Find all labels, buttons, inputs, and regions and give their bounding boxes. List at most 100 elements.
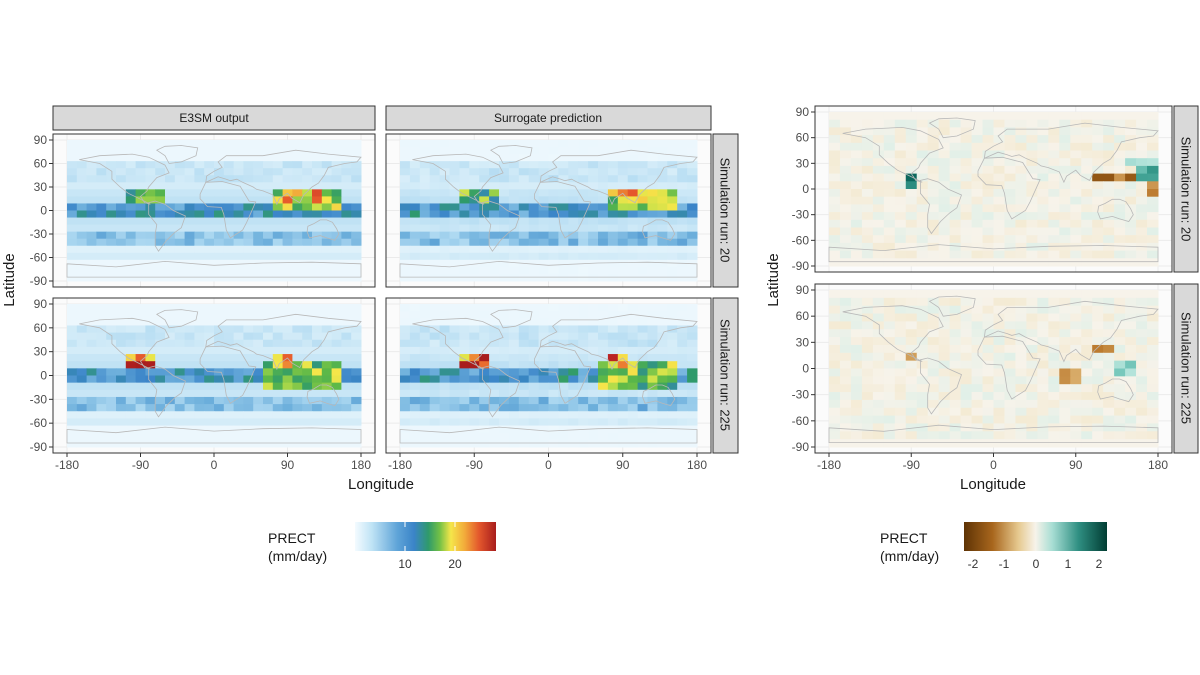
map-cell	[489, 404, 500, 412]
map-cell	[214, 273, 225, 282]
map-cell	[184, 361, 195, 369]
map-cell	[1092, 150, 1104, 159]
map-cell	[993, 384, 1005, 393]
map-cell	[263, 318, 274, 326]
map-cell	[607, 182, 619, 190]
map-cell	[135, 396, 146, 405]
map-cell	[617, 245, 629, 254]
map-cell	[960, 212, 973, 221]
map-cell	[548, 382, 559, 391]
map-cell	[86, 238, 97, 247]
map-cell	[155, 203, 166, 211]
map-cell	[184, 382, 195, 391]
map-cell	[272, 252, 284, 261]
map-cell	[489, 418, 500, 427]
map-cell	[449, 175, 460, 183]
map-cell	[96, 432, 107, 441]
map-cell	[331, 161, 342, 169]
map-cell	[1125, 227, 1137, 236]
map-cell	[400, 217, 411, 226]
map-cell	[204, 396, 215, 405]
map-cell	[617, 361, 629, 369]
map-cell	[302, 354, 313, 362]
map-cell	[233, 224, 244, 233]
map-cell	[400, 404, 411, 412]
map-cell	[449, 368, 460, 376]
map-cell	[204, 382, 215, 391]
map-cell	[165, 210, 176, 219]
map-cell	[469, 182, 480, 190]
map-cell	[588, 368, 599, 376]
map-cell	[905, 142, 918, 151]
map-cell	[214, 396, 225, 405]
map-cell	[667, 273, 678, 282]
map-cell	[850, 204, 863, 213]
map-cell	[321, 168, 333, 176]
map-cell	[508, 189, 520, 197]
map-cell	[214, 311, 225, 319]
map-cell	[528, 311, 540, 319]
map-cell	[489, 266, 500, 275]
map-cell	[67, 196, 78, 204]
map-cell	[282, 182, 293, 190]
map-cell	[419, 346, 431, 355]
map-cell	[302, 418, 313, 427]
map-cell	[1092, 127, 1104, 136]
map-cell	[598, 252, 609, 261]
map-cell	[667, 304, 678, 312]
map-cell	[106, 245, 117, 254]
map-cell	[916, 119, 929, 128]
map-cell	[627, 189, 639, 197]
map-cell	[1015, 344, 1027, 354]
panel-diff-run225-x-tick-label-4: 180	[1148, 458, 1168, 472]
map-cell	[253, 346, 264, 355]
map-cell	[86, 354, 97, 362]
map-cell	[839, 127, 852, 136]
panel-e3sm-run225-x-tick-label-3: 90	[281, 458, 295, 472]
map-cell	[125, 224, 137, 233]
map-cell	[839, 431, 852, 440]
map-cell	[1070, 423, 1082, 432]
map-cell	[872, 119, 885, 128]
map-cell	[538, 168, 549, 176]
map-cell	[1070, 227, 1082, 236]
map-cell	[184, 325, 195, 334]
map-cell	[677, 411, 688, 419]
map-cell	[67, 339, 78, 348]
map-cell	[302, 154, 313, 162]
map-cell	[106, 224, 117, 233]
map-cell	[302, 318, 313, 326]
map-cell	[409, 382, 421, 391]
map-cell	[883, 235, 896, 244]
map-cell	[657, 361, 668, 369]
map-cell	[76, 196, 88, 204]
map-cell	[982, 112, 994, 121]
map-cell	[1037, 321, 1049, 330]
map-cell	[469, 259, 480, 268]
map-cell	[86, 418, 97, 427]
map-cell	[588, 361, 599, 369]
map-cell	[949, 196, 962, 205]
map-cell	[637, 154, 648, 162]
map-cell	[106, 382, 117, 391]
map-cell	[194, 432, 205, 441]
map-cell	[850, 135, 863, 144]
map-cell	[894, 173, 907, 182]
map-cell	[155, 411, 166, 419]
map-cell	[86, 196, 97, 204]
map-cell	[321, 382, 333, 391]
map-cell	[850, 235, 863, 244]
map-cell	[938, 242, 951, 252]
map-cell	[263, 168, 274, 176]
map-cell	[331, 210, 342, 219]
map-cell	[439, 182, 450, 190]
map-cell	[872, 135, 885, 144]
map-cell	[243, 368, 254, 376]
map-cell	[850, 329, 863, 338]
map-cell	[971, 212, 984, 221]
panel-diff-run20-coastline-4	[1097, 198, 1134, 222]
map-cell	[174, 418, 186, 427]
map-cell	[883, 250, 896, 259]
map-cell	[927, 219, 940, 228]
map-cell	[1015, 368, 1027, 377]
